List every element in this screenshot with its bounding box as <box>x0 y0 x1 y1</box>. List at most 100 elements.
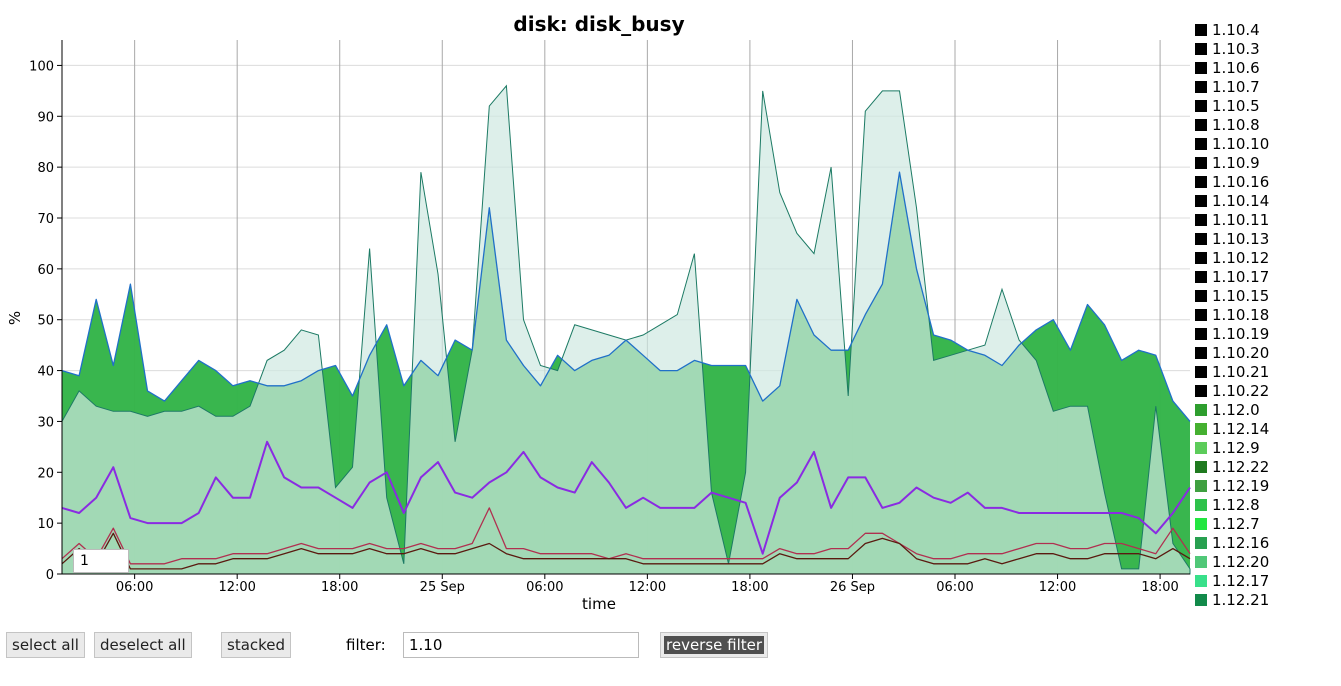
legend-label: 1.10.5 <box>1212 97 1260 115</box>
legend-item[interactable]: 1.10.3 <box>1195 39 1341 58</box>
reverse-filter-label: reverse filter <box>664 636 764 654</box>
x-tick-label: 18:00 <box>321 580 358 595</box>
x-tick-label: 12:00 <box>218 580 255 595</box>
legend-label: 1.12.8 <box>1212 496 1260 514</box>
legend-item[interactable]: 1.10.11 <box>1195 210 1341 229</box>
legend-swatch <box>1195 556 1207 568</box>
legend-swatch <box>1195 157 1207 169</box>
filter-input[interactable] <box>403 632 639 658</box>
legend-swatch <box>1195 385 1207 397</box>
legend-swatch <box>1195 404 1207 416</box>
legend-item[interactable]: 1.12.19 <box>1195 476 1341 495</box>
y-tick-label: 0 <box>46 568 54 583</box>
legend-label: 1.10.11 <box>1212 211 1269 229</box>
legend-item[interactable]: 1.10.17 <box>1195 267 1341 286</box>
series-layer <box>62 86 1190 574</box>
legend-item[interactable]: 1.10.20 <box>1195 343 1341 362</box>
legend-item[interactable]: 1.12.21 <box>1195 590 1341 609</box>
legend-item[interactable]: 1.10.12 <box>1195 248 1341 267</box>
legend-label: 1.10.7 <box>1212 78 1260 96</box>
legend-label: 1.10.17 <box>1212 268 1269 286</box>
chart-area: disk: disk_busy 0 10 20 30 40 50 60 70 80 90 100 0… <box>0 0 1341 620</box>
legend-swatch <box>1195 271 1207 283</box>
legend-label: 1.10.19 <box>1212 325 1269 343</box>
legend-swatch <box>1195 290 1207 302</box>
legend-item[interactable]: 1.12.16 <box>1195 533 1341 552</box>
legend-swatch <box>1195 81 1207 93</box>
y-tick-label: 90 <box>37 110 54 125</box>
legend-item[interactable]: 1.10.9 <box>1195 153 1341 172</box>
legend-item[interactable]: 1.12.9 <box>1195 438 1341 457</box>
y-tick-label: 40 <box>37 365 54 380</box>
legend-label: 1.12.7 <box>1212 515 1260 533</box>
x-tick-label: 26 Sep <box>830 580 875 595</box>
y-tick-label: 60 <box>37 263 54 278</box>
legend-item[interactable]: 1.10.21 <box>1195 362 1341 381</box>
legend-item[interactable]: 1.10.13 <box>1195 229 1341 248</box>
legend-label: 1.10.12 <box>1212 249 1269 267</box>
legend-label: 1.10.8 <box>1212 116 1260 134</box>
legend-swatch <box>1195 62 1207 74</box>
legend-swatch <box>1195 328 1207 340</box>
legend-label: 1.10.14 <box>1212 192 1269 210</box>
legend-swatch <box>1195 119 1207 131</box>
legend-item[interactable]: 1.10.18 <box>1195 305 1341 324</box>
y-tick-label: 80 <box>37 161 54 176</box>
legend-item[interactable]: 1.10.15 <box>1195 286 1341 305</box>
legend-item[interactable]: 1.10.5 <box>1195 96 1341 115</box>
legend-swatch <box>1195 233 1207 245</box>
legend-item[interactable]: 1.12.0 <box>1195 400 1341 419</box>
legend-label: 1.12.14 <box>1212 420 1269 438</box>
y-tick-label: 100 <box>29 59 54 74</box>
legend-item[interactable]: 1.10.22 <box>1195 381 1341 400</box>
legend-swatch <box>1195 347 1207 359</box>
y-tick-label: 10 <box>37 517 54 532</box>
x-tick-label: 06:00 <box>526 580 563 595</box>
legend-swatch <box>1195 461 1207 473</box>
legend-item[interactable]: 1.10.4 <box>1195 20 1341 39</box>
legend-item[interactable]: 1.12.20 <box>1195 552 1341 571</box>
legend-label: 1.10.16 <box>1212 173 1269 191</box>
legend-label: 1.10.21 <box>1212 363 1269 381</box>
y-axis-ticks: 0 10 20 30 40 50 60 70 80 90 100 <box>29 59 62 583</box>
legend-label: 1.10.3 <box>1212 40 1260 58</box>
legend-label: 1.12.22 <box>1212 458 1269 476</box>
legend-item[interactable]: 1.10.8 <box>1195 115 1341 134</box>
legend-item[interactable]: 1.10.16 <box>1195 172 1341 191</box>
y-tick-label: 20 <box>37 466 54 481</box>
legend-label: 1.12.21 <box>1212 591 1269 609</box>
legend-label: 1.10.22 <box>1212 382 1269 400</box>
legend: 1.10.4 1.10.3 1.10.6 1.10.7 1.10.5 1.10.8 1.10… <box>1195 20 1341 609</box>
y-axis-label: % <box>6 311 24 325</box>
legend-item[interactable]: 1.10.10 <box>1195 134 1341 153</box>
legend-item[interactable]: 1.10.7 <box>1195 77 1341 96</box>
legend-item[interactable]: 1.12.14 <box>1195 419 1341 438</box>
reverse-filter-button[interactable]: reverse filter <box>660 632 768 658</box>
legend-label: 1.12.17 <box>1212 572 1269 590</box>
legend-item[interactable]: 1.12.8 <box>1195 495 1341 514</box>
legend-label: 1.10.4 <box>1212 21 1260 39</box>
deselect-all-button[interactable]: deselect all <box>94 632 192 658</box>
legend-item[interactable]: 1.10.19 <box>1195 324 1341 343</box>
x-tick-label: 12:00 <box>1039 580 1076 595</box>
x-tick-label: 06:00 <box>936 580 973 595</box>
legend-item[interactable]: 1.12.7 <box>1195 514 1341 533</box>
legend-item[interactable]: 1.10.14 <box>1195 191 1341 210</box>
legend-label: 1.12.20 <box>1212 553 1269 571</box>
legend-item[interactable]: 1.10.6 <box>1195 58 1341 77</box>
legend-swatch <box>1195 499 1207 511</box>
legend-swatch <box>1195 100 1207 112</box>
legend-label: 1.12.9 <box>1212 439 1260 457</box>
legend-item[interactable]: 1.12.22 <box>1195 457 1341 476</box>
legend-item[interactable]: 1.12.17 <box>1195 571 1341 590</box>
legend-label: 1.10.9 <box>1212 154 1260 172</box>
legend-label: 1.10.13 <box>1212 230 1269 248</box>
x-tick-label: 25 Sep <box>420 580 465 595</box>
select-all-button[interactable]: select all <box>6 632 85 658</box>
legend-label: 1.10.15 <box>1212 287 1269 305</box>
legend-swatch <box>1195 176 1207 188</box>
legend-swatch <box>1195 518 1207 530</box>
smoother-input[interactable] <box>73 549 129 573</box>
stacked-button[interactable]: stacked <box>221 632 291 658</box>
legend-swatch <box>1195 138 1207 150</box>
